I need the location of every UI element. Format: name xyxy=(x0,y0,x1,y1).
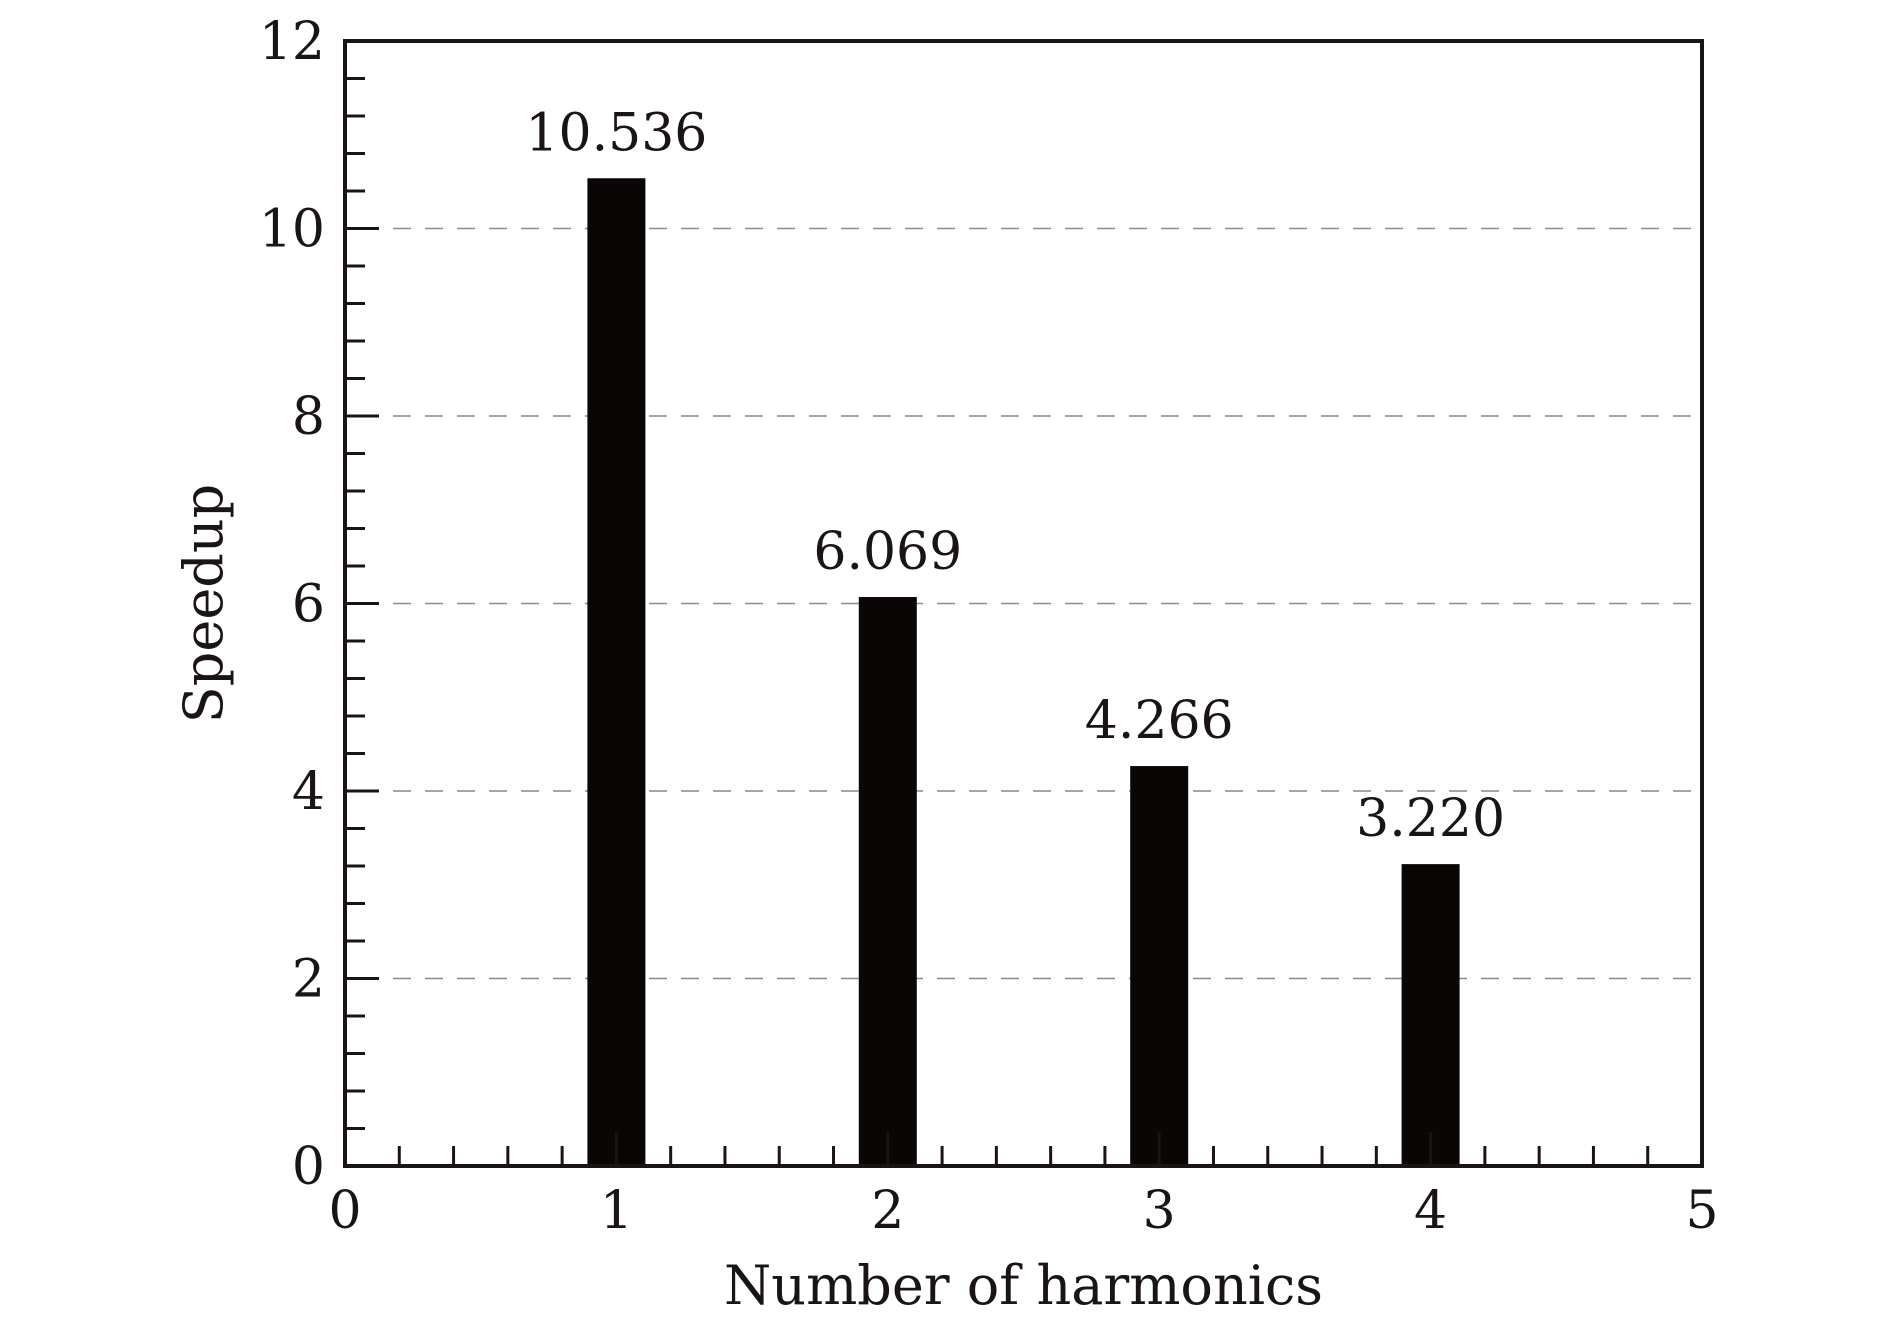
x-axis-title: Number of harmonics xyxy=(724,1254,1323,1317)
data-label-1: 10.536 xyxy=(525,103,707,163)
data-labels: 10.536 6.069 4.266 3.220 xyxy=(525,103,1505,849)
x-tick-label: 3 xyxy=(1143,1181,1176,1241)
y-tick-label: 2 xyxy=(292,950,325,1010)
data-label-4: 3.220 xyxy=(1356,789,1505,849)
data-label-3: 4.266 xyxy=(1085,691,1234,751)
x-tick-label: 2 xyxy=(871,1181,904,1241)
x-tick-label: 4 xyxy=(1414,1181,1447,1241)
axis-ticks xyxy=(345,77,1650,1166)
bar-1 xyxy=(587,178,646,1166)
y-tick-label: 12 xyxy=(259,12,325,72)
x-tick-label: 0 xyxy=(328,1181,361,1241)
bars xyxy=(587,178,1460,1166)
bar-2 xyxy=(858,597,917,1166)
y-tick-label: 6 xyxy=(292,575,325,635)
data-label-2: 6.069 xyxy=(813,522,962,582)
y-tick-label: 0 xyxy=(292,1137,325,1197)
bar-4 xyxy=(1401,864,1460,1166)
y-axis-title: Speedup xyxy=(172,484,235,723)
x-tick-label: 1 xyxy=(600,1181,633,1241)
y-tick-label: 8 xyxy=(292,387,325,447)
gridlines xyxy=(393,227,1700,980)
bar-3 xyxy=(1130,766,1189,1166)
y-tick-label: 4 xyxy=(292,762,325,822)
y-tick-label: 10 xyxy=(259,200,325,260)
x-tick-label: 5 xyxy=(1685,1181,1718,1241)
